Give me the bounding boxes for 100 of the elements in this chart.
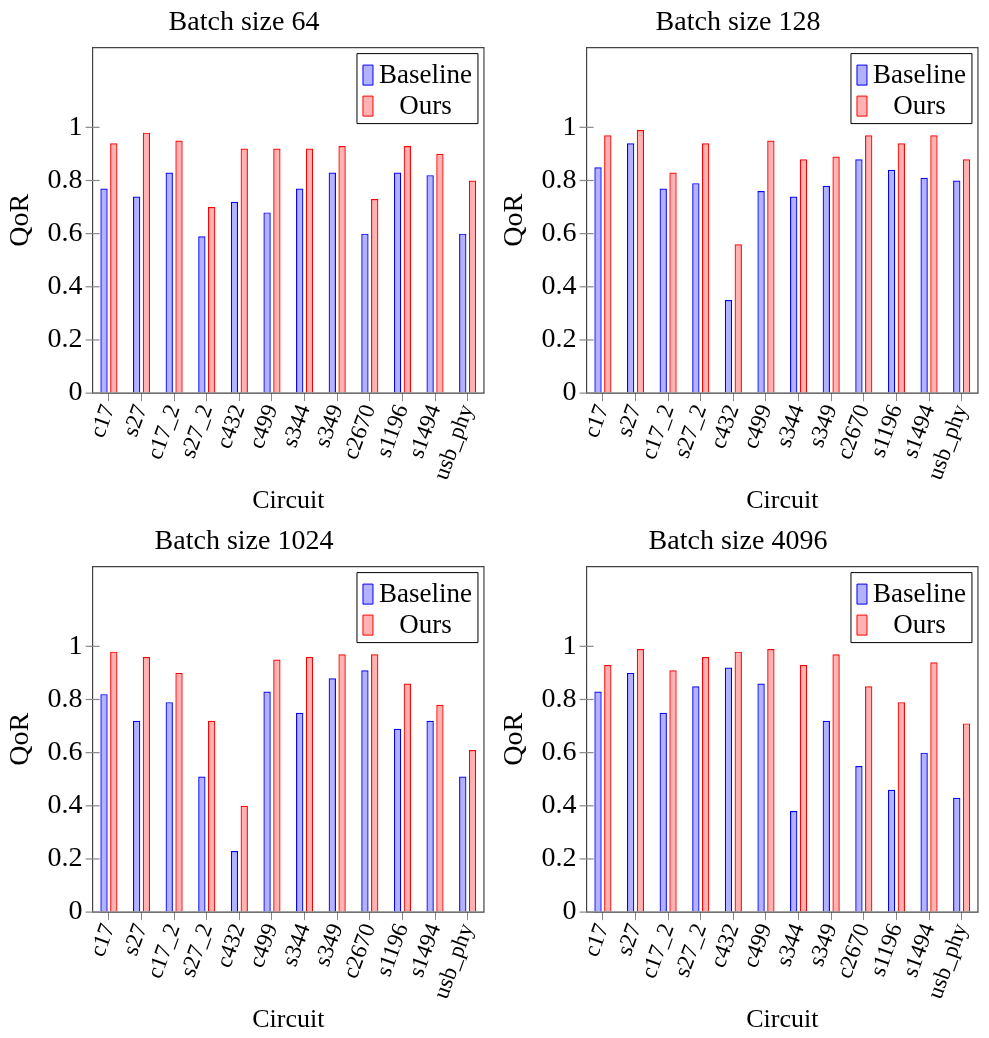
bar	[701, 656, 710, 912]
bar	[328, 172, 336, 393]
bar	[263, 691, 271, 912]
bar	[403, 145, 411, 393]
bar	[362, 671, 368, 912]
y-tick-label: 0.8	[541, 681, 577, 713]
bar	[207, 720, 216, 912]
bar	[427, 176, 433, 393]
bar	[636, 129, 645, 393]
legend-label: Ours	[399, 90, 452, 121]
bar	[693, 687, 699, 912]
bar	[468, 749, 477, 912]
bar	[459, 233, 467, 393]
bar	[659, 188, 667, 393]
y-axis-title: QoR	[3, 193, 35, 247]
y-tick-label: 0.4	[541, 269, 577, 301]
bar	[920, 752, 928, 912]
legend-label: Ours	[893, 90, 946, 121]
bar	[274, 660, 280, 912]
y-tick-label: 0.4	[47, 269, 83, 301]
bar	[296, 712, 304, 912]
bar	[953, 797, 961, 912]
bar	[339, 147, 345, 393]
bar	[605, 666, 611, 912]
y-tick-label: 0.8	[47, 162, 83, 194]
bar	[199, 237, 205, 393]
legend-label: Ours	[893, 609, 946, 640]
bar	[962, 723, 971, 912]
bar	[799, 664, 808, 912]
y-axis-title: QoR	[497, 193, 529, 247]
x-tick-label: s344	[770, 919, 810, 970]
bar	[142, 656, 151, 912]
x-tick-label: c17	[578, 920, 614, 960]
y-tick-label: 0.4	[47, 788, 83, 820]
bar	[724, 667, 733, 912]
y-tick-label: 0	[562, 375, 577, 407]
x-tick-label: s344	[770, 400, 810, 451]
bar	[865, 686, 873, 912]
bar	[887, 169, 896, 393]
bar	[626, 143, 635, 393]
y-tick-label: 0.6	[541, 735, 577, 766]
bar	[735, 652, 741, 912]
bar	[833, 655, 839, 912]
chart-title: Batch size 64	[168, 5, 320, 37]
bar	[724, 300, 733, 393]
bar	[605, 136, 611, 393]
legend-label: Ours	[399, 609, 452, 640]
y-tick-label: 0.6	[541, 216, 577, 247]
bar	[962, 159, 971, 393]
x-tick-label: s344	[276, 400, 316, 451]
x-tick-label: s27	[117, 401, 152, 440]
y-tick-label: 0.2	[47, 322, 83, 354]
bar	[328, 678, 336, 912]
x-axis-title: Circuit	[252, 1004, 326, 1034]
bar	[166, 703, 172, 912]
bar	[305, 656, 314, 912]
bar	[305, 148, 314, 393]
bar	[768, 141, 774, 393]
y-tick-label: 0.4	[541, 788, 577, 820]
bar	[339, 655, 345, 912]
y-tick-label: 0	[562, 894, 577, 926]
x-tick-label: s27	[611, 920, 646, 959]
bar	[822, 185, 830, 393]
x-tick-label: s27	[611, 401, 646, 440]
x-tick-label: s27	[117, 920, 152, 959]
y-tick-label: 0.2	[541, 322, 577, 354]
bar	[757, 683, 765, 912]
legend-label: Baseline	[378, 578, 472, 609]
y-tick-label: 0.2	[541, 841, 577, 873]
bar	[296, 188, 304, 393]
y-tick-label: 1	[68, 109, 83, 141]
bar	[198, 776, 206, 912]
bar	[230, 201, 239, 393]
bar	[865, 135, 873, 393]
bar	[799, 159, 808, 393]
bar	[931, 663, 937, 912]
bar	[636, 648, 645, 912]
bar	[403, 683, 411, 912]
bar	[701, 143, 710, 393]
bar	[758, 192, 764, 393]
chart-title: Batch size 1024	[154, 524, 334, 556]
legend-label: Baseline	[378, 59, 472, 90]
bar	[468, 180, 477, 393]
bar	[459, 776, 467, 912]
y-tick-label: 0	[68, 375, 83, 407]
bar	[142, 132, 151, 393]
legend-label: Baseline	[872, 578, 966, 609]
bar	[132, 196, 141, 393]
bar	[274, 149, 280, 393]
y-tick-label: 0	[68, 894, 83, 926]
bar	[111, 144, 117, 393]
bar	[371, 199, 379, 393]
bar	[735, 245, 741, 393]
y-axis-title: QoR	[497, 712, 529, 766]
bar	[897, 702, 905, 912]
bar	[832, 156, 840, 393]
bar	[111, 652, 117, 912]
bar	[659, 712, 667, 912]
x-tick-label: s344	[276, 919, 316, 970]
bar	[887, 789, 896, 912]
